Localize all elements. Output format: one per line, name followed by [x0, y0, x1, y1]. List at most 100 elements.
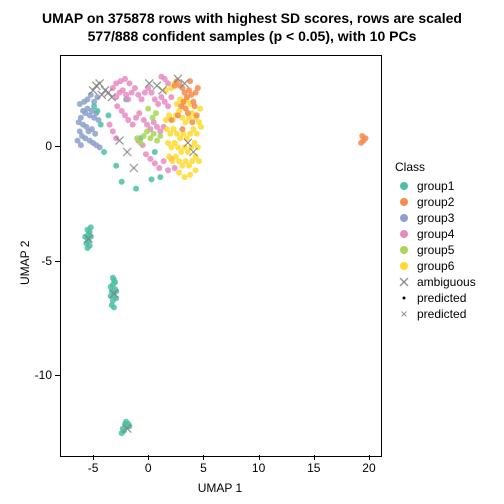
legend-swatch: [395, 179, 413, 193]
legend-label: group6: [417, 259, 454, 273]
y-tick-mark: [55, 146, 60, 147]
point-x: [123, 148, 131, 156]
legend-swatch: [395, 275, 413, 289]
point-x: [400, 278, 408, 286]
point-dot: [165, 103, 171, 109]
point-dot: [125, 117, 131, 123]
point-dot: [172, 83, 178, 89]
point-dot: [114, 103, 120, 109]
legend-item: group2: [395, 194, 476, 210]
point-x: [104, 89, 112, 97]
x-tick-mark: [314, 455, 315, 460]
point-dot: [110, 128, 116, 134]
x-tick-mark: [148, 455, 149, 460]
point-dot: [195, 85, 201, 91]
point-dot: [108, 284, 114, 290]
point-dot: [122, 76, 128, 82]
x-tick-label: 5: [200, 461, 207, 475]
point-dot: [193, 167, 199, 173]
legend-item: group1: [395, 178, 476, 194]
point-dot: [111, 304, 117, 310]
point-dot: [125, 96, 131, 102]
legend-swatch: [395, 243, 413, 257]
point-dot: [139, 96, 145, 102]
legend-label: predicted: [417, 307, 466, 321]
point-dot: [101, 149, 107, 155]
point-dot: [143, 151, 149, 157]
legend-label: group4: [417, 227, 454, 241]
y-tick-mark: [55, 375, 60, 376]
point-dot: [105, 112, 111, 118]
point-dot: [175, 112, 181, 118]
point-dot: [82, 234, 88, 240]
point-dot: [78, 142, 84, 148]
point-dot: [107, 122, 113, 128]
point-dot: [108, 293, 114, 299]
point-dot: [179, 126, 185, 132]
legend-item: group3: [395, 210, 476, 226]
point-dot: [119, 179, 125, 185]
legend-label: group5: [417, 243, 454, 257]
point-dot: [168, 94, 174, 100]
point-dot: [148, 176, 154, 182]
x-tick-label: 20: [362, 461, 375, 475]
legend-item: group4: [395, 226, 476, 242]
x-tick-mark: [369, 455, 370, 460]
point-dot: [192, 103, 198, 109]
point-dot: [97, 144, 103, 150]
point-dot: [182, 174, 188, 180]
point-dot: [156, 165, 162, 171]
point-dot: [126, 80, 132, 86]
point-dot: [152, 149, 158, 155]
point-dot: [113, 135, 119, 141]
legend-swatch: [395, 227, 413, 241]
legend-item: group6: [395, 258, 476, 274]
point-dot: [144, 128, 150, 134]
point-dot: [151, 131, 157, 137]
point-dot: [359, 133, 365, 139]
x-axis-label: UMAP 1: [60, 481, 380, 495]
point-x: [130, 164, 138, 172]
legend-label: group1: [417, 179, 454, 193]
y-tick-label: -5: [32, 254, 52, 268]
point-dot: [147, 156, 153, 162]
point-dot: [194, 112, 200, 118]
point-dot: [161, 158, 167, 164]
x-tick-mark: [259, 455, 260, 460]
point-dot: [198, 124, 204, 130]
point-x: [96, 79, 104, 87]
legend-label: group2: [417, 195, 454, 209]
point-dot: [130, 122, 136, 128]
point-dot: [84, 245, 90, 251]
title-line1: UMAP on 375878 rows with highest SD scor…: [0, 10, 504, 28]
y-tick-mark: [55, 261, 60, 262]
point-dot: [152, 160, 158, 166]
point-dot: [187, 172, 193, 178]
point-dot: [168, 117, 174, 123]
point-x: [402, 312, 407, 317]
y-tick-label: -10: [32, 368, 52, 382]
point-dot: [157, 133, 163, 139]
x-tick-label: -5: [88, 461, 99, 475]
point-dot: [187, 78, 193, 84]
x-tick-mark: [93, 455, 94, 460]
point-dot: [77, 101, 83, 107]
scatter-layer: [61, 56, 381, 456]
y-tick-label: 0: [32, 139, 52, 153]
x-tick-label: 10: [252, 461, 265, 475]
legend-item: group5: [395, 242, 476, 258]
legend-item: ambiguous: [395, 274, 476, 290]
point-dot: [155, 101, 161, 107]
point-x: [153, 82, 161, 90]
point-dot: [157, 174, 163, 180]
point-dot: [176, 170, 182, 176]
legend-item: predicted: [395, 306, 476, 322]
point-dot: [194, 131, 200, 137]
point-dot: [185, 110, 191, 116]
legend-item: predicted: [395, 290, 476, 306]
x-tick-mark: [203, 455, 204, 460]
point-dot: [163, 87, 169, 93]
chart-title: UMAP on 375878 rows with highest SD scor…: [0, 10, 504, 45]
title-line2: 577/888 confident samples (p < 0.05), wi…: [0, 28, 504, 46]
legend-label: group3: [417, 211, 454, 225]
